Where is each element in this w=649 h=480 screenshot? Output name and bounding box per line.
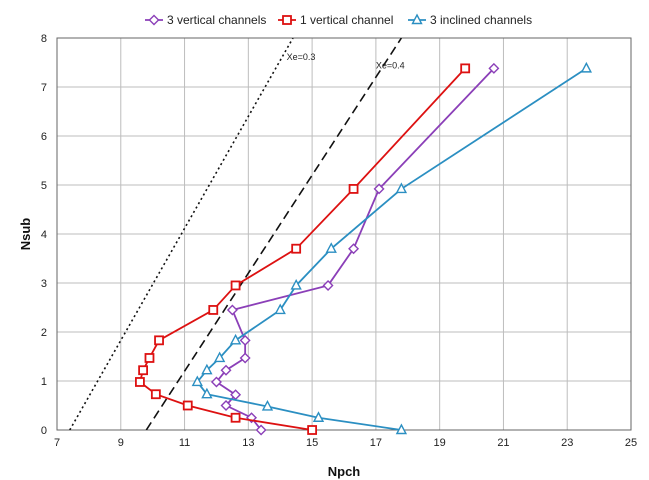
data-point: [210, 376, 222, 388]
data-point: [201, 363, 213, 375]
legend-marker: [148, 14, 160, 26]
data-point: [460, 63, 471, 74]
data-point: [580, 61, 593, 73]
series-group: [135, 61, 593, 436]
data-point: [226, 304, 238, 316]
legend-marker: [411, 13, 423, 25]
x-axis-title: Npch: [328, 464, 361, 479]
legend-label: 3 vertical channels: [167, 13, 266, 27]
data-point: [488, 62, 500, 74]
data-point: [144, 353, 155, 363]
y-tick-label: 6: [41, 131, 47, 143]
x-tick-label: 9: [118, 437, 124, 449]
data-point: [322, 279, 334, 291]
data-point: [255, 424, 267, 436]
y-tick-label: 8: [41, 33, 47, 45]
data-point: [312, 411, 325, 422]
legend-label: 3 inclined channels: [430, 13, 532, 27]
y-tick-label: 2: [41, 327, 47, 339]
y-tick-label: 1: [41, 376, 47, 388]
y-tick-labels: 0 1 2 3 4 5 6 7 8: [41, 33, 47, 437]
x-tick-label: 15: [306, 437, 318, 449]
data-point: [208, 305, 219, 315]
data-point: [150, 389, 161, 400]
data-point: [182, 400, 193, 411]
data-point: [261, 399, 274, 411]
data-point: [191, 375, 203, 387]
x-tick-label: 23: [561, 437, 573, 449]
data-point: [373, 183, 385, 195]
y-axis-title: Nsub: [18, 218, 33, 251]
data-point: [220, 400, 232, 411]
data-point: [239, 334, 251, 346]
data-point: [135, 377, 145, 387]
data-point: [213, 351, 226, 363]
y-tick-label: 0: [41, 425, 47, 437]
data-point: [239, 352, 251, 364]
data-point: [307, 425, 318, 435]
data-point: [325, 242, 337, 253]
data-point: [348, 243, 360, 255]
data-point: [348, 184, 359, 194]
x-tick-label: 19: [434, 437, 446, 449]
legend-item: 3 vertical channels: [145, 13, 266, 27]
legend-marker: [282, 15, 292, 25]
data-point: [395, 423, 408, 435]
series-3-vertical-channels: [210, 62, 500, 436]
reference-line-label: Xe=0.3: [287, 52, 316, 62]
data-point: [291, 243, 302, 254]
x-tick-label: 25: [625, 437, 637, 449]
series-3-inclined-channels: [191, 61, 593, 435]
data-point: [220, 364, 232, 376]
series-1-vertical-channel: [135, 63, 471, 435]
y-tick-label: 4: [41, 229, 47, 241]
x-tick-label: 7: [54, 437, 60, 449]
data-point: [274, 303, 286, 315]
legend-label: 1 vertical channel: [300, 13, 393, 27]
x-tick-label: 13: [242, 437, 254, 449]
data-point: [201, 387, 213, 399]
legend: 3 vertical channels 1 vertical channel 3 i…: [145, 13, 532, 27]
data-point: [230, 412, 241, 423]
x-tick-label: 11: [179, 437, 190, 449]
y-tick-label: 5: [41, 180, 47, 192]
x-tick-label: 17: [370, 437, 382, 449]
x-tick-label: 21: [497, 437, 509, 449]
data-point: [395, 182, 408, 194]
x-tick-labels: 7 9 11 13 15 17 19 21 23 25: [54, 437, 637, 449]
data-point: [154, 335, 164, 346]
reference-lines: Xe=0.3 Xe=0.4: [69, 38, 405, 430]
plot-frame: [56, 37, 632, 431]
legend-item: 3 inclined channels: [408, 13, 532, 27]
y-tick-label: 7: [41, 82, 47, 94]
data-point: [229, 333, 242, 345]
legend-item: 1 vertical channel: [278, 13, 393, 27]
data-point: [230, 280, 241, 291]
data-point: [290, 278, 302, 290]
data-point: [138, 365, 149, 376]
reference-line: [69, 38, 294, 430]
reference-line-label: Xe=0.4: [376, 60, 405, 70]
reference-line: [145, 38, 403, 430]
y-tick-label: 3: [41, 278, 47, 290]
